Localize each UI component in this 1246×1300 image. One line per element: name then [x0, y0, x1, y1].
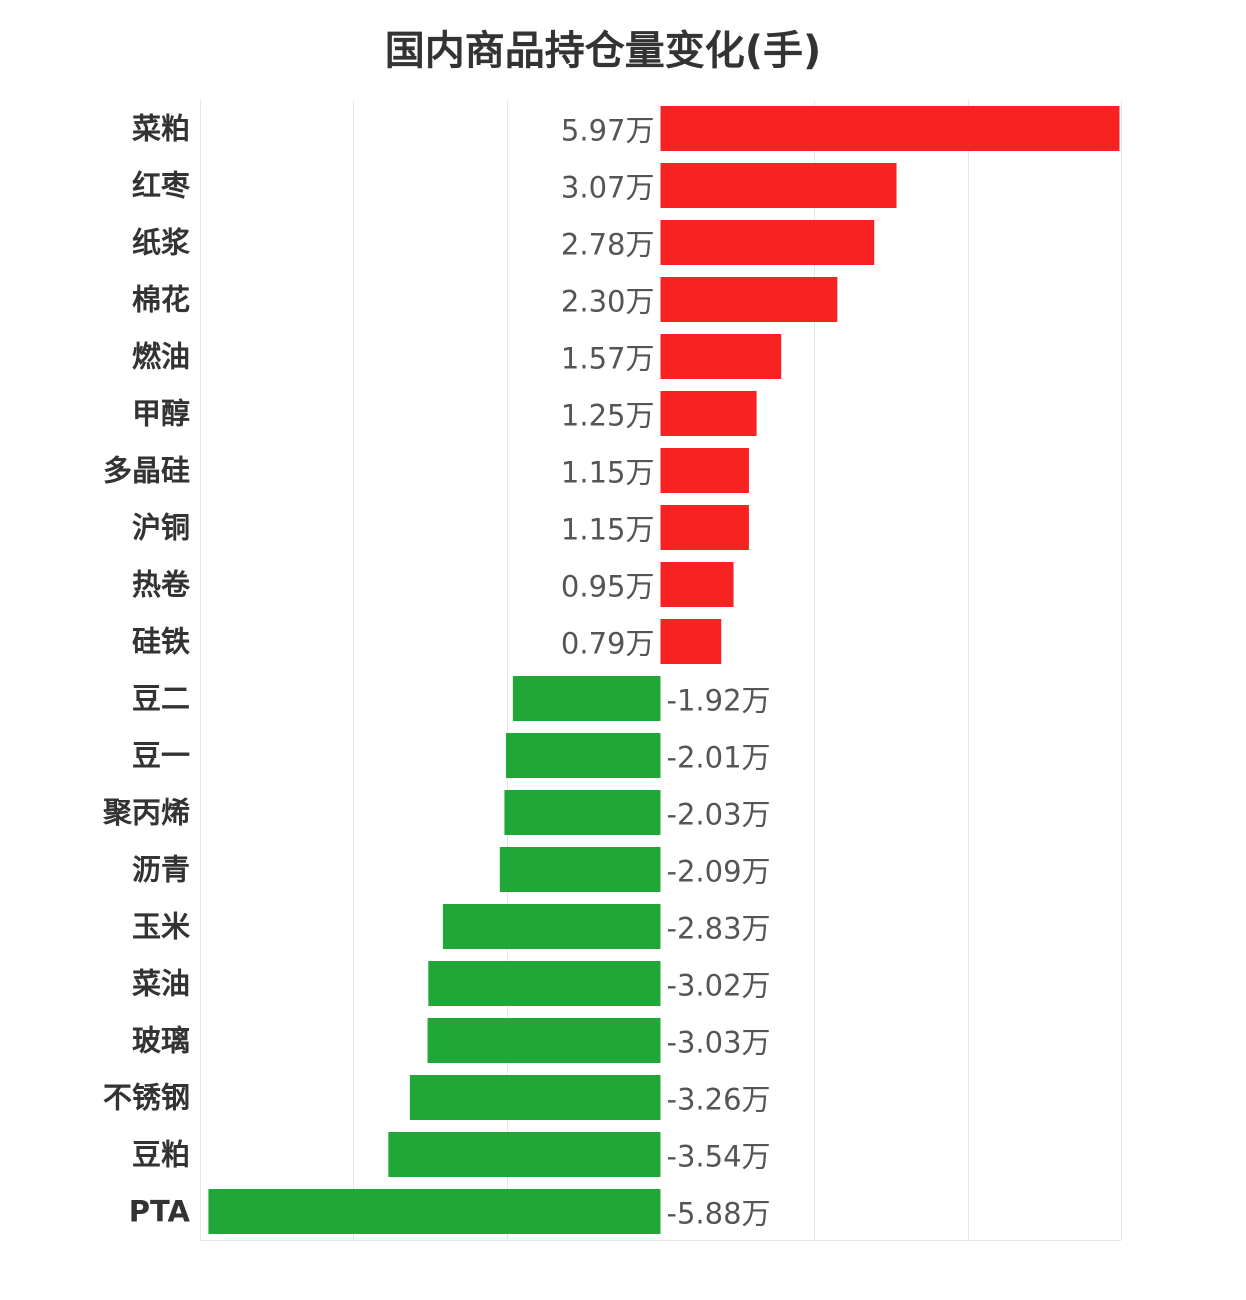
category-label: 沪铜 [132, 511, 190, 545]
value-label: 3.07万 [561, 171, 655, 205]
bar-PTA [208, 1189, 661, 1234]
value-label: -2.83万 [667, 912, 771, 946]
category-label: 红枣 [132, 169, 191, 203]
value-label: -3.02万 [667, 969, 771, 1003]
category-label: 纸浆 [132, 226, 191, 260]
bar-甲醇 [660, 391, 757, 436]
value-label: -1.92万 [667, 684, 771, 718]
category-label: 多晶硅 [103, 454, 190, 488]
value-label: 1.15万 [561, 456, 655, 490]
category-label: 沥青 [132, 853, 190, 887]
bars [208, 106, 1120, 1234]
value-label: 2.30万 [561, 285, 655, 319]
category-label: 豆粕 [132, 1138, 190, 1172]
category-label: 菜粕 [132, 112, 190, 146]
category-label: 聚丙烯 [102, 796, 190, 830]
bar-纸浆 [660, 220, 875, 265]
category-label: 豆二 [132, 682, 190, 716]
bar-热卷 [660, 562, 734, 607]
category-label: 棉花 [132, 283, 190, 317]
value-label: 1.15万 [561, 513, 655, 547]
bar-菜粕 [660, 106, 1120, 151]
bar-多晶硅 [660, 448, 749, 493]
bar-燃油 [660, 334, 782, 379]
value-label: -2.03万 [667, 798, 771, 832]
bar-玻璃 [427, 1018, 661, 1063]
value-label: 5.97万 [561, 114, 655, 148]
value-label: -2.09万 [667, 855, 771, 889]
bar-豆一 [505, 733, 661, 778]
category-label: 硅铁 [132, 625, 190, 659]
value-label: 0.79万 [561, 627, 655, 661]
category-label: 不锈钢 [103, 1081, 190, 1115]
category-label: 燃油 [132, 340, 190, 374]
bar-红枣 [660, 163, 897, 208]
category-label: 豆一 [132, 739, 190, 773]
value-label: -5.88万 [667, 1197, 771, 1231]
category-label: 菜油 [132, 967, 190, 1001]
bar-豆二 [512, 676, 661, 721]
category-label: PTA [129, 1195, 191, 1229]
bar-菜油 [428, 961, 661, 1006]
chart-title: 国内商品持仓量变化(手) [384, 28, 822, 74]
bar-玉米 [442, 904, 661, 949]
bar-沥青 [499, 847, 661, 892]
value-labels: 5.97万 3.07万 2.78万 2.30万 1.57万 1.25万 1.15万 1.15万… [561, 114, 771, 1231]
bar-棉花 [660, 277, 838, 322]
category-label: 甲醇 [132, 397, 190, 431]
bar-豆粕 [388, 1132, 661, 1177]
bar-硅铁 [660, 619, 722, 664]
value-label: 0.95万 [561, 570, 655, 604]
category-label: 热卷 [132, 568, 191, 602]
value-label: -2.01万 [667, 741, 771, 775]
category-labels: 菜粕红枣纸浆棉花燃油甲醇多晶硅沪铜热卷硅铁豆二豆一聚丙烯沥青玉米菜油玻璃不锈钢豆… [102, 112, 191, 1229]
bar-沪铜 [660, 505, 749, 550]
value-label: 2.78万 [561, 228, 655, 262]
bar-聚丙烯 [504, 790, 661, 835]
value-label: -3.26万 [667, 1083, 771, 1117]
value-label: 1.25万 [561, 399, 655, 433]
bar-不锈钢 [409, 1075, 661, 1120]
category-label: 玻璃 [132, 1024, 190, 1058]
grid-lines [200, 100, 1122, 1241]
value-label: 1.57万 [561, 342, 655, 376]
value-label: -3.54万 [667, 1140, 771, 1174]
value-label: -3.03万 [667, 1026, 771, 1060]
category-label: 玉米 [132, 910, 190, 944]
